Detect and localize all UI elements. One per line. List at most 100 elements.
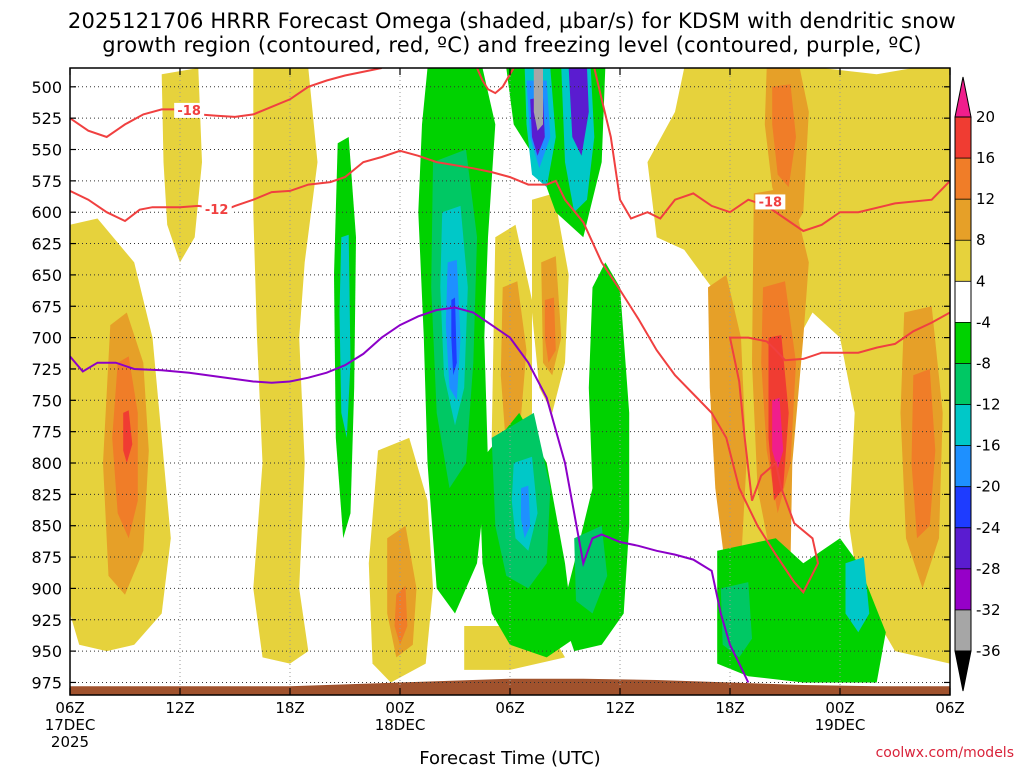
omega-region-42 [521, 485, 531, 539]
colorbar-band-20 [955, 117, 971, 159]
y-tick-label-800: 800 [31, 454, 62, 473]
colorbar-label-11: -28 [976, 560, 1001, 578]
colorbar-band--8 [955, 363, 971, 405]
colorbar-label-12: -32 [976, 601, 1001, 619]
gridlines [70, 68, 950, 695]
y-tick-label-525: 525 [31, 109, 62, 128]
colorbar: 20 16 12 8 4 -4 -8 -12 -16 -20 -24 -28 -32 -36 [954, 76, 1001, 692]
x-tick-label-0-1: 17DEC [45, 716, 96, 734]
omega-region-38 [568, 68, 589, 156]
colorbar-label-3: 8 [976, 231, 986, 249]
colorbar-band--12 [955, 404, 971, 446]
dendritic-contour-3 [70, 149, 950, 594]
colorbar-band--4 [955, 322, 971, 364]
omega-region-39 [533, 68, 543, 131]
omega-region-10 [500, 281, 527, 451]
chart-title-line-1: 2025121706 HRRR Forecast Omega (shaded, … [67, 9, 957, 33]
y-tick-label-575: 575 [31, 172, 62, 191]
omega-region-15 [647, 68, 950, 664]
x-axis-title: Forecast Time (UTC) [419, 748, 600, 768]
x-tick-label-0-0: 06Z [55, 699, 84, 717]
colorbar-label-10: -24 [976, 519, 1001, 537]
chart-title-line-2: growth region (contoured, red, ºC) and f… [102, 33, 922, 57]
y-tick-label-700: 700 [31, 329, 62, 348]
y-tick-label-950: 950 [31, 642, 62, 661]
colorbar-label-4: 4 [976, 272, 986, 290]
colorbar-arrow-top [954, 76, 972, 118]
colorbar-band-8 [955, 240, 971, 282]
y-tick-label-625: 625 [31, 235, 62, 254]
colorbar-band--32 [955, 609, 971, 652]
dendritic-contour-0 [70, 68, 382, 139]
contour-label-bg-3 [201, 201, 232, 217]
x-tick-label-12-0: 18Z [275, 699, 304, 717]
y-tick-label-500: 500 [31, 78, 62, 97]
colorbar-label-8: -16 [976, 437, 1001, 455]
y-tick-label-900: 900 [31, 579, 62, 598]
x-tick-label-18-1: 18DEC [375, 716, 426, 734]
x-tick-label-18-0: 00Z [385, 699, 414, 717]
contour-label-bg-0 [174, 102, 205, 118]
x-tick-label-48-0: 06Z [935, 699, 964, 717]
colorbar-arrow-bottom [954, 650, 972, 692]
omega-shading-layer [70, 68, 950, 683]
x-tick-label-6-0: 12Z [165, 699, 194, 717]
y-tick-label-825: 825 [31, 485, 62, 504]
freezing-level-contour [70, 306, 750, 683]
colorbar-label-5: -4 [976, 313, 991, 331]
colorbar-band-16 [955, 158, 971, 200]
omega-region-31 [451, 297, 457, 376]
colorbar-band-4 [955, 281, 971, 323]
y-tick-label-550: 550 [31, 141, 62, 160]
colorbar-band--28 [955, 568, 971, 611]
colorbar-label-1: 16 [976, 149, 995, 167]
colorbar-band-12 [955, 199, 971, 241]
y-tick-label-600: 600 [31, 203, 62, 222]
dendritic-contour-2 [593, 68, 950, 233]
x-tick-label-0-2: 2025 [51, 733, 89, 751]
colorbar-label-9: -20 [976, 478, 1001, 496]
colorbar-label-0: 20 [976, 108, 995, 126]
y-tick-label-775: 775 [31, 423, 62, 442]
omega-region-47 [845, 557, 870, 633]
y-tick-label-975: 975 [31, 673, 62, 692]
x-tick-label-30-0: 12Z [605, 699, 634, 717]
y-tick-label-725: 725 [31, 360, 62, 379]
contour-label-3: -12 [205, 203, 229, 218]
x-tick-label-42-0: 00Z [825, 699, 854, 717]
colorbar-label-13: -36 [976, 642, 1001, 660]
omega-region-16 [708, 274, 747, 576]
y-tick-label-650: 650 [31, 266, 62, 285]
y-tick-label-925: 925 [31, 611, 62, 630]
colorbar-band--20 [955, 486, 971, 529]
omega-region-22 [772, 84, 796, 188]
colorbar-band--24 [955, 527, 971, 570]
omega-region-20 [772, 397, 784, 470]
colorbar-label-7: -12 [976, 396, 1001, 414]
omega-region-8 [394, 585, 408, 645]
colorbar-label-2: 12 [976, 190, 995, 208]
x-tick-label-24-0: 06Z [495, 699, 524, 717]
omega-region-44 [574, 525, 608, 614]
colorbar-band--16 [955, 445, 971, 488]
contour-label-2: -18 [759, 195, 783, 210]
omega-region-26 [339, 234, 351, 438]
site-credit: coolwx.com/models [876, 745, 1014, 761]
omega-region-13 [544, 297, 556, 363]
omega-region-3 [123, 410, 133, 463]
y-tick-label-750: 750 [31, 391, 62, 410]
colorbar-label-6: -8 [976, 354, 991, 372]
omega-region-5 [253, 68, 318, 664]
y-tick-label-875: 875 [31, 548, 62, 567]
x-tick-label-36-0: 18Z [715, 699, 744, 717]
contour-label-bg-2 [755, 194, 786, 210]
omega-region-45 [717, 538, 886, 683]
x-tick-label-42-1: 19DEC [815, 716, 866, 734]
y-tick-label-675: 675 [31, 297, 62, 316]
y-tick-label-850: 850 [31, 517, 62, 536]
omega-region-24 [911, 369, 936, 539]
contour-label-0: -18 [177, 104, 201, 119]
contour-layer: -18 -18 -12 [70, 68, 950, 683]
axes: 500 525 550 575 600 625 650 675 700 725 750 775 800 8… [31, 68, 965, 751]
